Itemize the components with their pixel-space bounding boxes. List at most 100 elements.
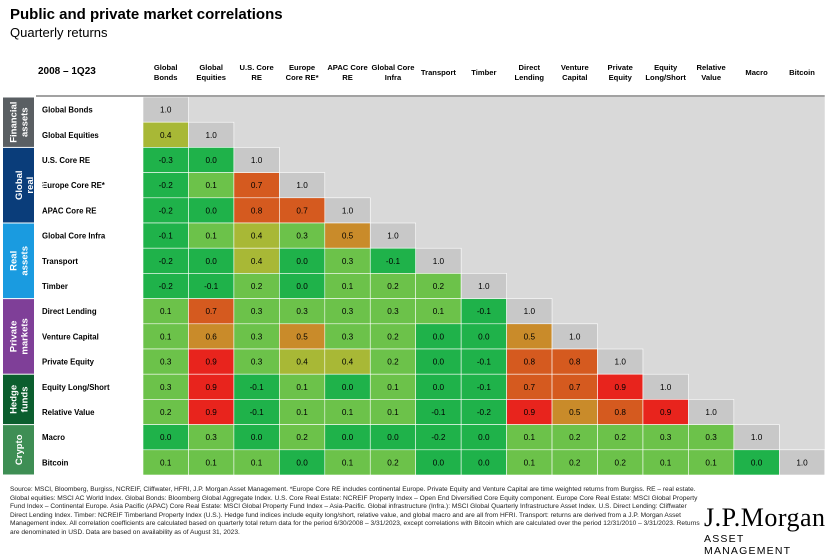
heatmap-cell	[188, 348, 235, 375]
row-label-equity-long-short: Equity Long/Short	[42, 383, 110, 392]
heatmap-cell	[279, 449, 326, 476]
cell-value: 0.3	[160, 383, 172, 392]
cell-value: -0.1	[477, 307, 492, 316]
heatmap-cell	[415, 298, 462, 325]
cell-value: 0.0	[205, 156, 217, 165]
cell-value: 0.1	[387, 383, 399, 392]
heatmap-cell	[188, 197, 235, 224]
column-header-europe-core-re: Europe Core RE*	[286, 63, 319, 82]
cell-value: 0.6	[205, 332, 217, 341]
cell-value: 1.0	[569, 332, 581, 341]
heatmap-cell	[233, 323, 280, 350]
cell-value: -0.1	[477, 383, 492, 392]
cell-value: 0.2	[615, 458, 627, 467]
cell-value: 0.1	[524, 433, 536, 442]
row-label-global-bonds: Global Bonds	[42, 106, 93, 115]
cell-value: -0.2	[159, 282, 174, 291]
cell-value: 0.3	[342, 257, 354, 266]
heatmap-cell	[778, 449, 826, 476]
cell-value: 0.3	[160, 358, 172, 367]
heatmap-cell	[415, 399, 462, 425]
cell-value: -0.2	[159, 181, 174, 190]
cell-value: 0.3	[296, 232, 308, 241]
cell-value: 0.1	[705, 458, 717, 467]
jpmorgan-logo: J.P.Morgan ASSET MANAGEMENT	[704, 504, 825, 557]
heatmap-cell	[597, 424, 644, 451]
page-subtitle: Quarterly returns	[10, 25, 108, 40]
cell-value: 1.0	[524, 307, 536, 316]
group-bar-hedge-funds	[3, 374, 34, 425]
cell-value: 0.3	[705, 433, 717, 442]
cell-value: 0.9	[615, 383, 627, 392]
cell-value: 0.3	[251, 358, 263, 367]
cell-value: 0.3	[251, 332, 263, 341]
cell-value: 0.0	[478, 458, 490, 467]
cell-value: 0.1	[205, 458, 217, 467]
cell-value: 0.1	[160, 458, 172, 467]
cell-value: 0.1	[160, 332, 172, 341]
cell-value: 0.4	[342, 358, 354, 367]
cell-value: -0.1	[431, 408, 446, 417]
cell-value: 0.4	[251, 257, 263, 266]
cell-value: 0.4	[296, 358, 308, 367]
cell-value: 0.5	[569, 408, 581, 417]
heatmap-cell	[415, 273, 462, 299]
heatmap-cell	[142, 399, 189, 425]
column-header-bitcoin: Bitcoin	[789, 68, 815, 77]
cell-value: 0.0	[296, 458, 308, 467]
cell-value: 1.0	[296, 181, 308, 190]
cell-value: -0.3	[159, 156, 174, 165]
cell-value: 0.1	[524, 458, 536, 467]
row-label-direct-lending: Direct Lending	[42, 307, 97, 316]
row-label-private-equity: Private Equity	[42, 358, 95, 367]
heatmap-cell	[369, 449, 417, 476]
heatmap-cell	[642, 399, 689, 425]
heatmap-cell	[142, 424, 189, 451]
cell-value: -0.1	[386, 257, 401, 266]
heatmap-cell	[369, 373, 417, 400]
heatmap-cell	[279, 247, 326, 274]
heatmap-cell	[369, 424, 417, 451]
group-bar-global-real-estate	[3, 147, 34, 223]
heatmap-cell	[279, 222, 326, 249]
row-label-venture-capital: Venture Capital	[42, 332, 99, 341]
heatmap-cell	[188, 147, 235, 173]
cell-value: 0.2	[160, 408, 172, 417]
cell-value: 0.7	[296, 206, 308, 215]
heatmap-cell	[142, 247, 189, 274]
group-bar-private-markets	[3, 299, 34, 374]
cell-value: 0.2	[569, 458, 581, 467]
heatmap-cell	[460, 323, 507, 350]
column-header-global-core-infra: Global Core Infra	[371, 63, 414, 82]
heatmap-cell	[188, 424, 235, 451]
cell-value: 0.7	[251, 181, 263, 190]
cell-value: 0.2	[387, 358, 399, 367]
cell-value: 0.3	[205, 433, 217, 442]
heatmap-cell	[460, 449, 507, 476]
cell-value: 1.0	[342, 206, 354, 215]
row-label-macro: Macro	[42, 433, 65, 442]
cell-value: 0.9	[660, 408, 672, 417]
cell-value: 0.0	[342, 383, 354, 392]
cell-value: 1.0	[478, 282, 490, 291]
heatmap-cell	[460, 348, 507, 375]
cell-value: -0.2	[477, 408, 492, 417]
cell-value: 0.3	[251, 307, 263, 316]
heatmap-cell	[369, 348, 417, 375]
column-header-venture-capital: Venture Capital	[561, 63, 589, 82]
column-header-relative-value: Relative Value	[697, 63, 726, 82]
source-footnote: Source: MSCI, Bloomberg, Burgiss, NCREIF…	[10, 486, 700, 536]
cell-value: 0.4	[160, 131, 172, 140]
cell-value: 0.2	[296, 433, 308, 442]
cell-value: 1.0	[660, 383, 672, 392]
cell-value: 0.1	[296, 408, 308, 417]
cell-value: 1.0	[160, 106, 172, 115]
cell-value: 0.0	[296, 257, 308, 266]
heatmap-cell	[233, 399, 280, 425]
row-label-bitcoin: Bitcoin	[42, 458, 69, 467]
cell-value: 0.9	[524, 408, 536, 417]
cell-value: -0.1	[250, 408, 265, 417]
heatmap-cell	[415, 373, 462, 400]
heatmap-cell	[415, 424, 462, 451]
row-label-europe-core-re: Europe Core RE*	[42, 181, 106, 190]
